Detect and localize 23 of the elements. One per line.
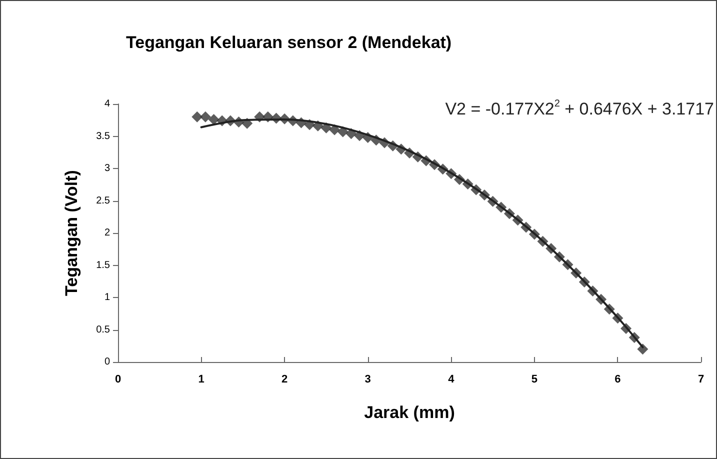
x-tick-label: 5 (531, 374, 538, 386)
point (208, 114, 220, 125)
y-tick-label: 2.5 (96, 195, 110, 206)
y-tick-label: 2 (104, 228, 110, 238)
y-tick-label: 0.5 (96, 324, 110, 336)
y-axis-title: Tegangan (Volt) (62, 170, 81, 296)
x-axis-title: Jarak (mm) (364, 403, 455, 422)
x-tick-label: 7 (698, 374, 704, 386)
point (192, 111, 203, 122)
x-tick-label: 4 (448, 374, 456, 386)
y-tick-label: 1.5 (96, 260, 110, 271)
y-tick-label: 3 (104, 163, 110, 174)
y-tick-label: 0 (104, 356, 110, 368)
point (200, 111, 211, 122)
y-tick-label: 4 (104, 98, 110, 110)
x-tick-label: 0 (114, 374, 122, 386)
chart-title: Tegangan Keluaran sensor 2 (Mendekat) (126, 33, 452, 52)
y-tick-label: 3.5 (96, 130, 110, 142)
x-tick-label: 1 (198, 374, 204, 386)
x-tick-label: 6 (614, 374, 621, 386)
y-tick-label: 1 (104, 292, 110, 303)
x-tick-label: 3 (364, 374, 371, 386)
x-tick-label: 2 (282, 374, 288, 386)
